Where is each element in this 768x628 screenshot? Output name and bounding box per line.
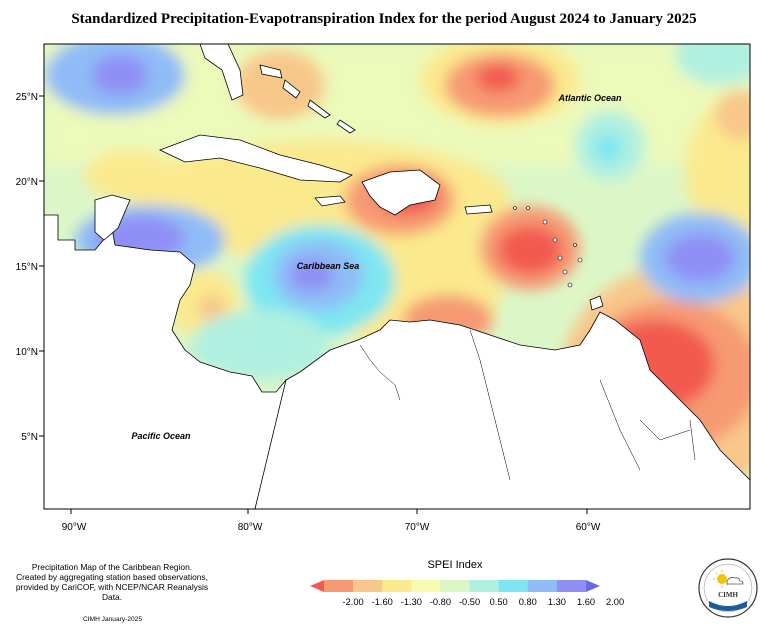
legend-swatch xyxy=(382,580,412,592)
legend-title: SPEI Index xyxy=(427,559,483,571)
lat-tick-label: 25°N xyxy=(16,92,38,103)
legend-swatch xyxy=(556,580,587,592)
lon-tick-label: 90°W xyxy=(62,522,87,533)
legend-swatch xyxy=(353,580,383,592)
legend-swatch xyxy=(586,580,600,592)
credit-text: Precipitation Map of the Caribbean Regio… xyxy=(12,562,212,602)
credit-line: Created by aggregating station based obs… xyxy=(16,572,208,582)
legend-label: -0.50 xyxy=(458,597,481,607)
legend-swatch xyxy=(324,580,354,592)
legend-swatch xyxy=(527,580,558,592)
legend-swatch xyxy=(469,580,500,592)
atlantic-ocean-label: Atlantic Ocean xyxy=(557,93,622,103)
legend-label: 1.30 xyxy=(547,597,566,607)
caribbean-sea-label: Caribbean Sea xyxy=(297,261,360,271)
legend-label: -2.00 xyxy=(342,597,364,607)
lon-tick-label: 70°W xyxy=(405,522,430,533)
lat-tick-label: 5°N xyxy=(21,432,38,443)
legend-colorbar xyxy=(310,580,600,592)
credit-line: provided by CariCOF, with NCEP/NCAR Rean… xyxy=(15,582,209,602)
lon-tick-label: 80°W xyxy=(238,522,263,533)
legend-swatch xyxy=(440,580,471,592)
legend-label: 1.60 xyxy=(576,597,596,607)
legend-swatch xyxy=(310,580,324,592)
legend-label: -1.30 xyxy=(400,597,422,607)
pacific-ocean-label: Pacific Ocean xyxy=(131,431,191,441)
cimh-logo-icon: CIMH xyxy=(698,558,758,618)
logo-text: CIMH xyxy=(718,591,738,599)
legend-label: -0.80 xyxy=(429,597,452,607)
land-masses xyxy=(44,44,750,509)
credit-line: Precipitation Map of the Caribbean Regio… xyxy=(31,562,193,572)
credit-date: CIMH January-2025 xyxy=(83,616,143,623)
lon-tick-label: 60°W xyxy=(576,522,601,533)
map-title: Standardized Precipitation-Evapotranspir… xyxy=(71,11,697,27)
legend-swatch xyxy=(411,580,441,592)
lat-tick-label: 15°N xyxy=(16,262,38,273)
legend-label: 0.50 xyxy=(489,597,508,607)
legend-swatch xyxy=(498,580,529,592)
legend-label: 2.00 xyxy=(606,597,625,607)
lat-tick-label: 10°N xyxy=(16,347,38,358)
legend-label: 0.80 xyxy=(518,597,537,607)
lat-tick-label: 20°N xyxy=(16,177,38,188)
legend-label: -1.60 xyxy=(371,597,393,607)
